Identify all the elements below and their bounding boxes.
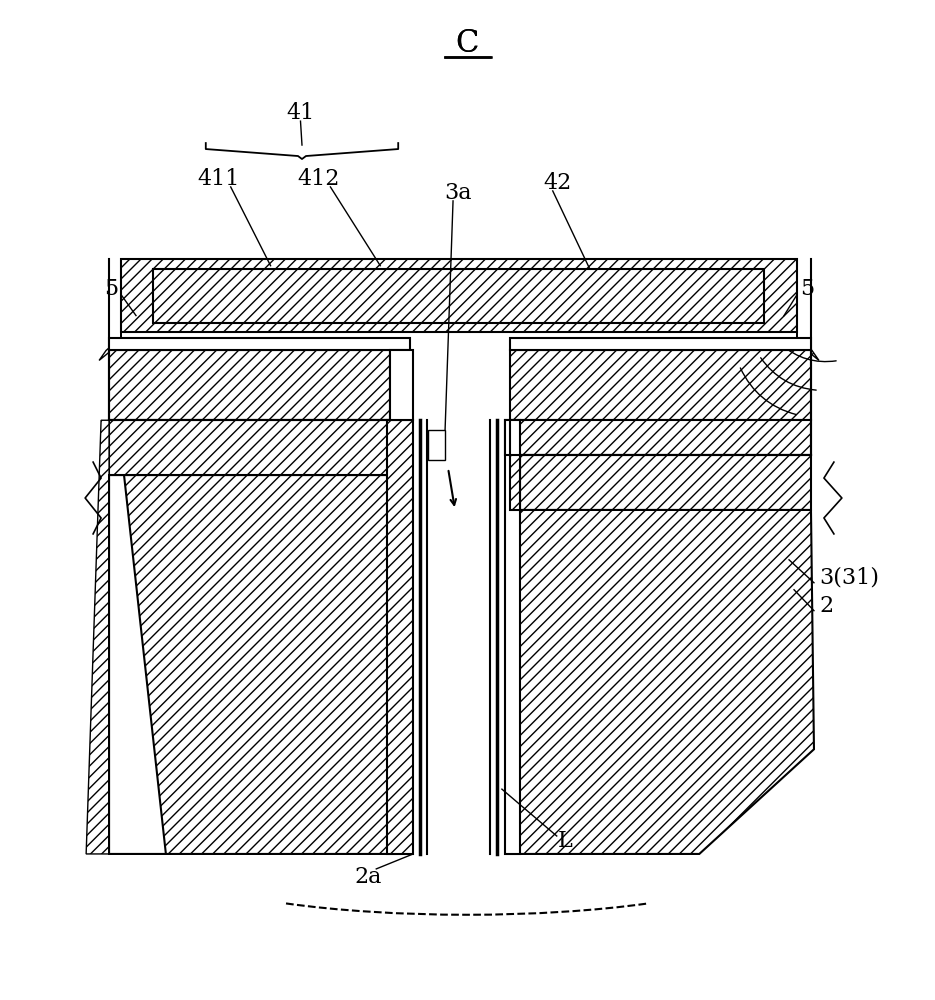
Polygon shape [153,269,764,323]
Polygon shape [510,455,520,510]
Text: 412: 412 [297,168,339,190]
Polygon shape [510,510,814,854]
Text: C: C [455,28,479,59]
Polygon shape [99,259,121,360]
Text: 3(31): 3(31) [819,567,879,589]
Text: 411: 411 [197,168,240,190]
Text: 5: 5 [800,278,814,300]
Polygon shape [109,338,410,350]
Polygon shape [390,350,413,420]
Polygon shape [387,420,413,854]
Polygon shape [797,259,819,360]
Polygon shape [109,475,165,854]
Text: L: L [557,830,572,852]
Polygon shape [428,430,445,460]
Polygon shape [505,420,520,854]
Polygon shape [121,259,797,332]
Text: 41: 41 [286,102,314,124]
Polygon shape [86,420,109,854]
Text: 3a: 3a [444,182,472,204]
Polygon shape [510,455,811,510]
Polygon shape [109,350,390,420]
Polygon shape [109,420,390,475]
Text: C: C [455,28,479,59]
Polygon shape [109,475,390,854]
Polygon shape [505,420,510,455]
Text: 42: 42 [543,172,572,194]
Text: 5: 5 [104,278,118,300]
Polygon shape [510,338,811,350]
Polygon shape [510,420,811,455]
Polygon shape [510,350,811,420]
Polygon shape [428,420,489,854]
Text: 2: 2 [819,595,833,617]
Text: 2a: 2a [354,866,382,888]
